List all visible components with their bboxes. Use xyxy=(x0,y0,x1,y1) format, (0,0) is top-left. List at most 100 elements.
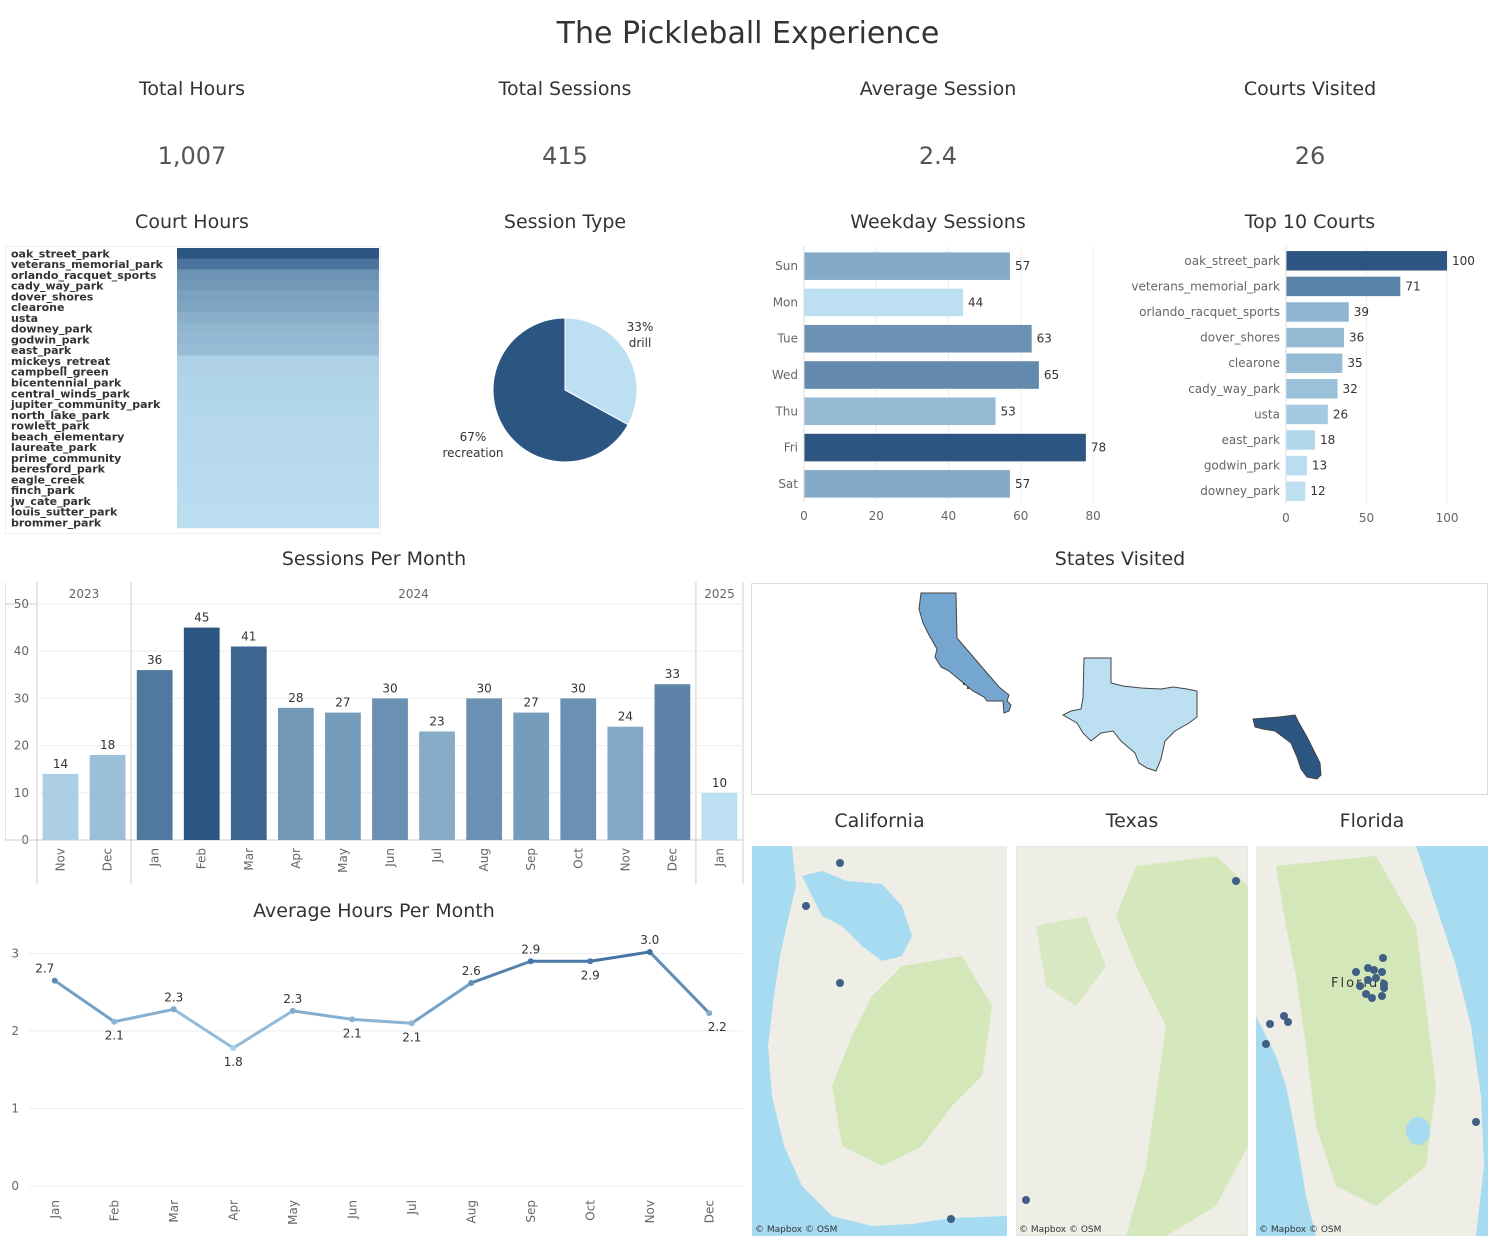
florida-court-dot[interactable] xyxy=(1370,966,1378,974)
line-point[interactable] xyxy=(527,958,534,965)
court-hours-cell[interactable] xyxy=(177,280,379,292)
florida-court-dot[interactable] xyxy=(1472,1118,1480,1126)
bar[interactable] xyxy=(1286,430,1315,450)
bar[interactable] xyxy=(277,707,314,840)
line-point[interactable] xyxy=(468,979,475,986)
pie-slice-drill[interactable] xyxy=(564,317,638,426)
florida-court-dot[interactable] xyxy=(1378,968,1386,976)
state-texas[interactable] xyxy=(1061,657,1198,772)
state-california[interactable] xyxy=(918,592,1012,714)
court-hours-cell[interactable] xyxy=(177,301,379,313)
bar[interactable] xyxy=(804,288,963,317)
bar[interactable] xyxy=(1286,251,1448,271)
state-florida[interactable] xyxy=(1252,714,1322,780)
court-hours-cell[interactable] xyxy=(177,248,379,259)
bar[interactable] xyxy=(89,755,126,840)
court-hours-cell[interactable] xyxy=(177,366,379,378)
court-hours-cell[interactable] xyxy=(177,409,379,421)
court-hours-cell[interactable] xyxy=(177,517,379,529)
court-hours-cell[interactable] xyxy=(177,452,379,464)
florida-map[interactable]: Florida © Mapbox © OSM xyxy=(1256,846,1488,1236)
bar[interactable] xyxy=(1286,327,1344,348)
bar[interactable] xyxy=(136,670,173,840)
bar[interactable] xyxy=(804,361,1039,389)
court-hours-cell[interactable] xyxy=(177,506,379,518)
bar[interactable] xyxy=(466,698,503,840)
florida-court-dot[interactable] xyxy=(1266,1020,1274,1028)
states-visited-map[interactable] xyxy=(751,583,1488,795)
florida-court-dot[interactable] xyxy=(1364,976,1372,984)
california-map[interactable]: © Mapbox © OSM xyxy=(752,846,1007,1236)
court-hours-cell[interactable] xyxy=(177,334,379,346)
line-point[interactable] xyxy=(51,977,58,984)
texas-court-dot[interactable] xyxy=(1232,877,1240,885)
bar[interactable] xyxy=(230,646,267,840)
court-hours-cell[interactable] xyxy=(177,420,379,432)
court-hours-cell[interactable] xyxy=(177,474,379,486)
court-hours-cell[interactable] xyxy=(177,312,379,324)
court-hours-cell[interactable] xyxy=(177,323,379,335)
bar[interactable] xyxy=(42,773,79,840)
line-point[interactable] xyxy=(111,1018,118,1025)
bar[interactable] xyxy=(607,726,644,840)
court-hours-cell[interactable] xyxy=(177,431,379,443)
court-hours-cell[interactable] xyxy=(177,495,379,507)
court-hours-cell[interactable] xyxy=(177,355,379,367)
bar[interactable] xyxy=(804,470,1010,498)
bar[interactable] xyxy=(804,252,1010,280)
florida-court-dot[interactable] xyxy=(1362,990,1370,998)
bar[interactable] xyxy=(1286,404,1328,425)
line-point[interactable] xyxy=(230,1045,237,1052)
florida-court-dot[interactable] xyxy=(1262,1040,1270,1048)
court-hours-cell[interactable] xyxy=(177,388,379,399)
texas-map[interactable]: © Mapbox © OSM xyxy=(1016,846,1248,1236)
line-point[interactable] xyxy=(587,958,594,965)
line-point[interactable] xyxy=(706,1010,713,1017)
bar[interactable] xyxy=(560,698,597,840)
line-point[interactable] xyxy=(170,1006,177,1013)
california-court-dot[interactable] xyxy=(836,859,844,867)
bar[interactable] xyxy=(701,792,738,840)
line-point[interactable] xyxy=(289,1007,296,1014)
bar[interactable] xyxy=(513,712,550,840)
texas-court-dot[interactable] xyxy=(1022,1196,1030,1204)
line-point[interactable] xyxy=(646,948,653,955)
court-hours-cell[interactable] xyxy=(177,291,379,303)
florida-court-dot[interactable] xyxy=(1284,1018,1292,1026)
court-hours-cell[interactable] xyxy=(177,463,379,475)
line-point[interactable] xyxy=(349,1016,356,1023)
florida-court-dot[interactable] xyxy=(1372,974,1380,982)
bar[interactable] xyxy=(1286,455,1307,476)
bar[interactable] xyxy=(1286,302,1349,322)
bar[interactable] xyxy=(183,627,220,840)
florida-court-dot[interactable] xyxy=(1380,984,1388,992)
california-court-dot[interactable] xyxy=(802,902,810,910)
bar[interactable] xyxy=(1286,481,1306,501)
florida-court-dot[interactable] xyxy=(1280,1012,1288,1020)
court-hours-cell[interactable] xyxy=(177,398,379,410)
bar[interactable] xyxy=(654,684,691,840)
florida-court-dot[interactable] xyxy=(1356,982,1364,990)
florida-court-dot[interactable] xyxy=(1368,994,1376,1002)
court-hours-cell[interactable] xyxy=(177,484,379,496)
bar[interactable] xyxy=(804,397,996,426)
bar[interactable] xyxy=(419,731,455,840)
pie-slice-recreation[interactable] xyxy=(492,317,629,463)
california-court-dot[interactable] xyxy=(947,1215,955,1223)
court-hours-cell[interactable] xyxy=(177,258,379,270)
bar[interactable] xyxy=(1286,276,1401,297)
bar[interactable] xyxy=(325,712,361,840)
florida-court-dot[interactable] xyxy=(1352,968,1360,976)
court-hours-cell[interactable] xyxy=(177,377,379,389)
bar[interactable] xyxy=(1286,353,1343,373)
bar[interactable] xyxy=(1286,379,1338,399)
bar[interactable] xyxy=(804,324,1032,353)
florida-court-dot[interactable] xyxy=(1379,954,1387,962)
bar[interactable] xyxy=(372,698,408,840)
court-hours-cell[interactable] xyxy=(177,269,379,281)
florida-court-dot[interactable] xyxy=(1378,992,1386,1000)
court-hours-cell[interactable] xyxy=(177,344,379,356)
line-point[interactable] xyxy=(408,1020,415,1027)
california-court-dot[interactable] xyxy=(836,979,844,987)
court-hours-cell[interactable] xyxy=(177,441,379,453)
